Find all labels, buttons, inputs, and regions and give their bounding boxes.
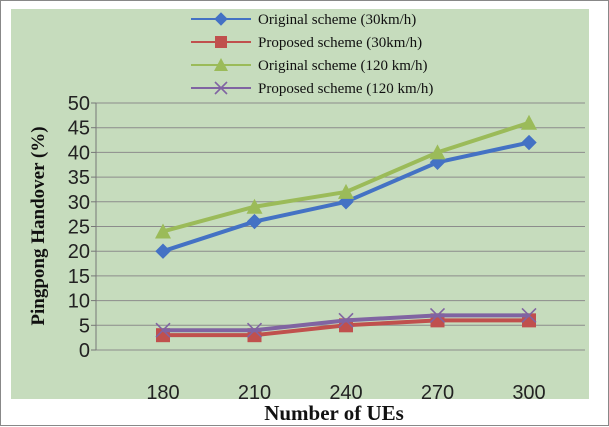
data-point <box>246 213 263 230</box>
y-tick-label: 30 <box>68 192 90 214</box>
data-point <box>214 12 228 26</box>
data-point <box>214 58 228 71</box>
legend-item: Proposed scheme (120 km/h) <box>191 81 433 97</box>
legend: Original scheme (30km/h) Proposed scheme … <box>191 12 433 97</box>
data-point <box>429 307 446 323</box>
y-tick-label: 40 <box>68 142 90 164</box>
data-point-stroke <box>214 81 228 95</box>
data-point <box>246 322 263 338</box>
data-point-stroke <box>155 322 171 338</box>
data-point-stroke <box>429 307 446 323</box>
data-point <box>215 36 227 48</box>
x-tick-label: 270 <box>421 382 454 404</box>
y-tick-label: 50 <box>68 93 90 115</box>
data-point <box>155 243 171 259</box>
series <box>155 114 537 239</box>
legend-item: Proposed scheme (30km/h) <box>191 35 422 51</box>
y-tick-label: 25 <box>68 217 90 239</box>
y-tick-label: 0 <box>79 340 90 362</box>
x-tick-label: 300 <box>512 382 545 404</box>
legend-item: Original scheme (120 km/h) <box>191 58 428 74</box>
data-point <box>214 81 228 95</box>
data-point <box>338 312 354 328</box>
data-point <box>246 198 263 214</box>
x-tick-label: 210 <box>238 382 271 404</box>
y-tick-label: 5 <box>79 315 90 337</box>
data-point-stroke <box>521 307 537 323</box>
x-axis-title: Number of UEs <box>264 401 404 425</box>
y-tick-label: 20 <box>68 241 90 263</box>
legend-label: Proposed scheme (120 km/h) <box>258 81 433 97</box>
data-point <box>155 223 171 239</box>
legend-label: Original scheme (120 km/h) <box>258 58 428 74</box>
data-point <box>521 114 537 130</box>
y-axis-title: Pingpong Handover (%) <box>28 126 49 325</box>
y-tick-label: 15 <box>68 266 90 288</box>
legend-label: Proposed scheme (30km/h) <box>258 35 422 51</box>
y-tick-label: 10 <box>68 291 90 313</box>
x-axis: 180 210 240 270 300 <box>146 382 545 404</box>
x-tick-label: 180 <box>146 382 179 404</box>
data-point <box>521 134 537 151</box>
y-tick-label: 45 <box>68 118 90 140</box>
data-point-stroke <box>246 322 263 338</box>
data-point-stroke <box>338 312 354 328</box>
series-group <box>155 114 537 343</box>
plot-area <box>11 9 589 399</box>
legend-label: Original scheme (30km/h) <box>258 12 416 28</box>
series <box>155 307 537 338</box>
data-point <box>155 322 171 338</box>
data-point <box>429 144 446 160</box>
data-point <box>338 183 354 199</box>
y-tick-label: 35 <box>68 167 90 189</box>
legend-item: Original scheme (30km/h) <box>191 12 416 28</box>
x-tick-label: 240 <box>329 382 362 404</box>
data-point <box>521 307 537 323</box>
